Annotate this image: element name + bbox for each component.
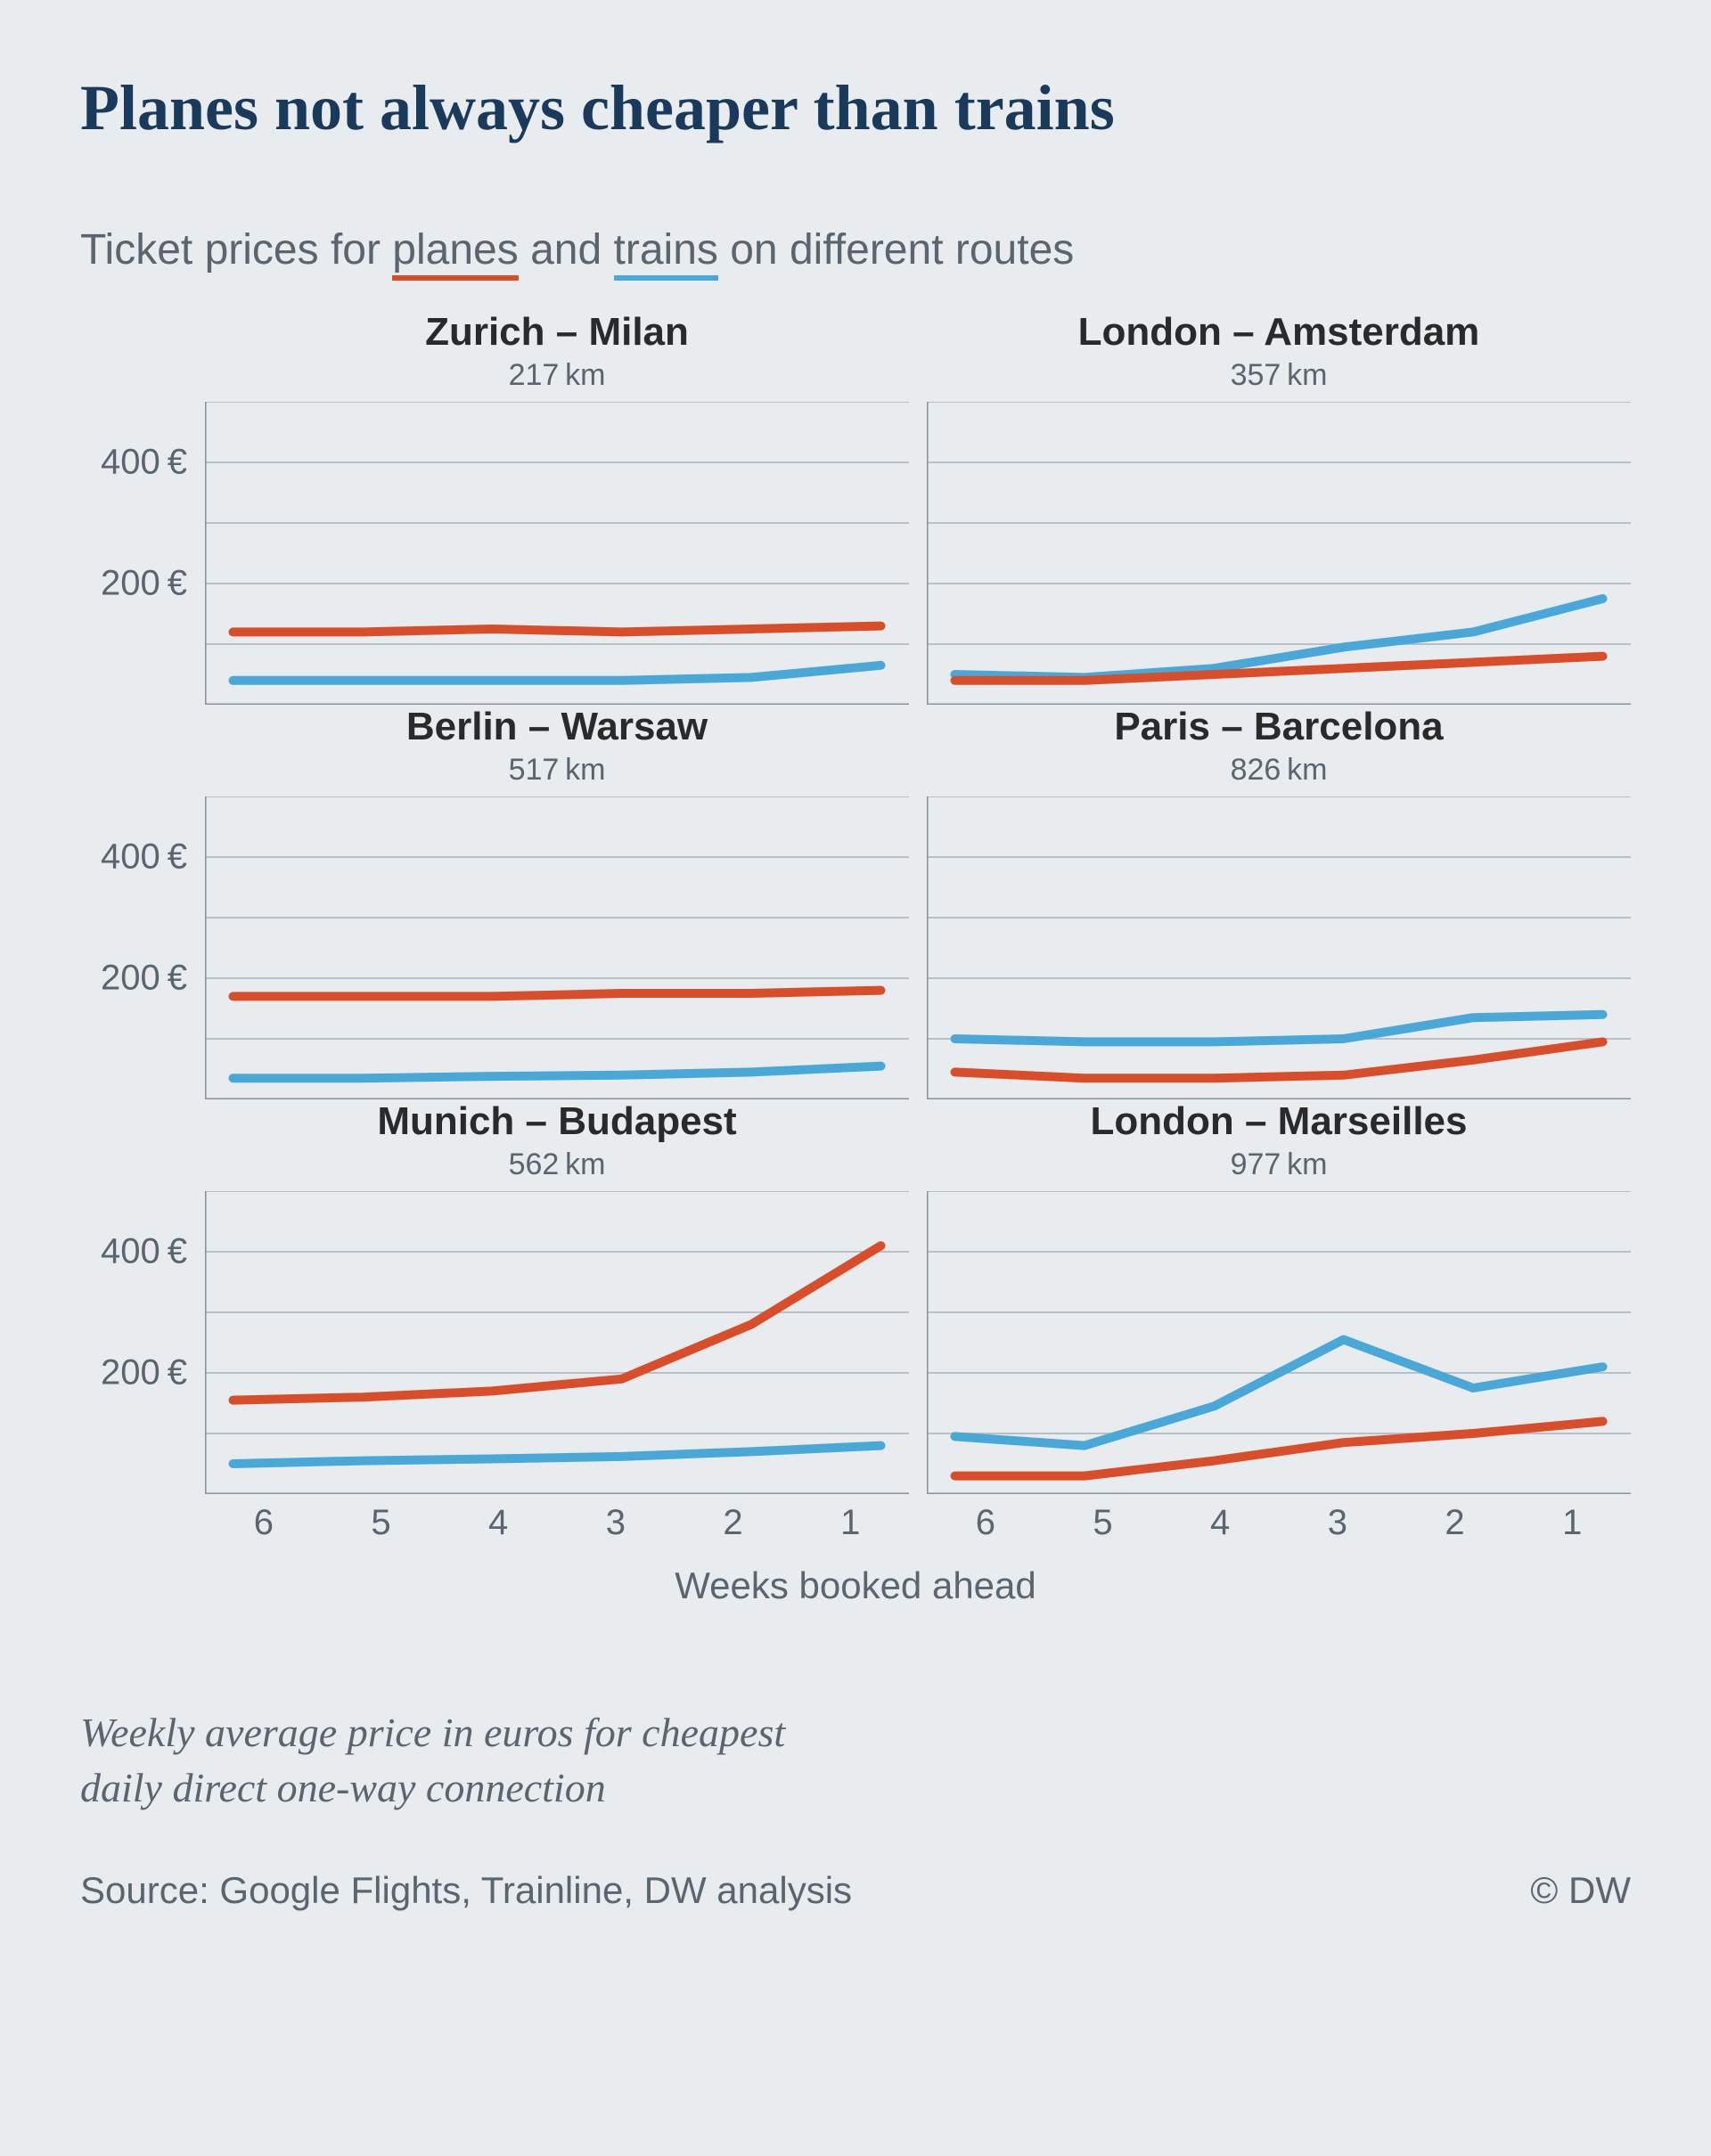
y-tick-label: 200 € xyxy=(101,564,187,604)
chart-panel xyxy=(205,796,909,1099)
x-tick-label: 6 xyxy=(927,1503,1044,1543)
x-tick-label: 2 xyxy=(1396,1503,1514,1543)
panel-header: Zurich – Milan217 km xyxy=(205,310,909,402)
y-axis: 200 € 400 € xyxy=(80,796,187,1099)
panel-distance: 977 km xyxy=(927,1147,1631,1182)
y-tick-label: 200 € xyxy=(101,959,187,999)
y-tick-label: 400 € xyxy=(101,443,187,483)
x-tick-label: 5 xyxy=(323,1503,440,1543)
panel-distance: 217 km xyxy=(205,358,909,393)
subtitle-trains: trains xyxy=(614,226,718,281)
source-bar: Source: Google Flights, Trainline, DW an… xyxy=(80,1869,1631,1912)
panel-header: London – Marseilles977 km xyxy=(927,1099,1631,1191)
panel-distance: 357 km xyxy=(927,358,1631,393)
subtitle-mid: and xyxy=(519,226,614,274)
subtitle-planes: planes xyxy=(392,226,518,281)
panel-title: Paris – Barcelona xyxy=(927,705,1631,749)
y-tick-label: 400 € xyxy=(101,837,187,878)
x-tick-label: 1 xyxy=(791,1503,909,1543)
panel-header: London – Amsterdam357 km xyxy=(927,310,1631,402)
page-title: Planes not always cheaper than trains xyxy=(80,71,1631,145)
panel-title: Berlin – Warsaw xyxy=(205,705,909,749)
chart-panel xyxy=(927,1191,1631,1494)
panel-header: Berlin – Warsaw 517 km xyxy=(205,705,909,796)
panel-title: Munich – Budapest xyxy=(205,1099,909,1144)
footnote: Weekly average price in euros for cheape… xyxy=(80,1705,1631,1816)
charts-grid: Zurich – Milan217 kmLondon – Amsterdam35… xyxy=(80,310,1631,1543)
footnote-line1: Weekly average price in euros for cheape… xyxy=(80,1710,785,1755)
chart-panel xyxy=(205,402,909,705)
panel-title: London – Amsterdam xyxy=(927,310,1631,355)
x-axis-title: Weeks booked ahead xyxy=(80,1564,1631,1607)
panel-distance: 517 km xyxy=(205,753,909,788)
x-axis: 654321 xyxy=(205,1494,909,1543)
x-tick-label: 4 xyxy=(439,1503,557,1543)
x-tick-label: 3 xyxy=(557,1503,675,1543)
x-tick-label: 5 xyxy=(1044,1503,1162,1543)
subtitle-post: on different routes xyxy=(718,226,1074,274)
x-axis: 654321 xyxy=(927,1494,1631,1543)
copyright: © DW xyxy=(1530,1869,1631,1912)
x-tick-label: 4 xyxy=(1161,1503,1279,1543)
x-tick-label: 2 xyxy=(675,1503,792,1543)
subtitle: Ticket prices for planes and trains on d… xyxy=(80,225,1631,274)
source-text: Source: Google Flights, Trainline, DW an… xyxy=(80,1869,852,1912)
x-tick-label: 6 xyxy=(205,1503,323,1543)
footnote-line2: daily direct one-way connection xyxy=(80,1765,606,1810)
y-tick-label: 400 € xyxy=(101,1232,187,1272)
x-tick-label: 3 xyxy=(1279,1503,1396,1543)
panel-title: London – Marseilles xyxy=(927,1099,1631,1144)
chart-panel xyxy=(205,1191,909,1494)
panel-distance: 562 km xyxy=(205,1147,909,1182)
panel-header: Munich – Budapest562 km xyxy=(205,1099,909,1191)
x-tick-label: 1 xyxy=(1513,1503,1631,1543)
subtitle-pre: Ticket prices for xyxy=(80,226,392,274)
y-tick-label: 200 € xyxy=(101,1353,187,1393)
chart-panel xyxy=(927,796,1631,1099)
panel-header: Paris – Barcelona 826 km xyxy=(927,705,1631,796)
chart-panel xyxy=(927,402,1631,705)
y-axis: 200 € 400 € xyxy=(80,1191,187,1494)
panel-distance: 826 km xyxy=(927,753,1631,788)
panel-title: Zurich – Milan xyxy=(205,310,909,355)
y-axis: 200 € 400 € xyxy=(80,402,187,705)
